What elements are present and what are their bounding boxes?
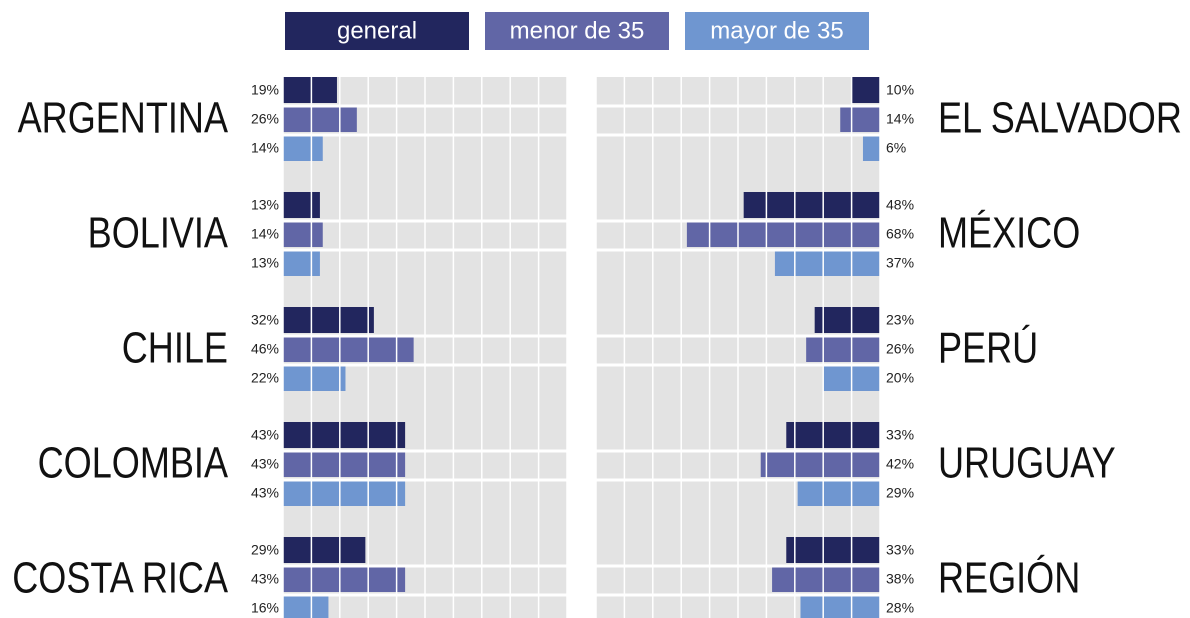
value-label: 46%	[251, 341, 279, 357]
bar	[283, 566, 406, 592]
country-label: BOLIVIA	[88, 208, 228, 257]
legend-swatch	[685, 12, 869, 50]
value-label: 68%	[886, 226, 914, 242]
value-label: 6%	[886, 140, 906, 156]
value-label: 43%	[251, 427, 279, 443]
country-label: CHILE	[122, 323, 228, 372]
value-label: 33%	[886, 427, 914, 443]
value-label: 43%	[251, 485, 279, 501]
bar	[862, 135, 880, 161]
value-label: 13%	[251, 197, 279, 213]
bar	[797, 480, 880, 506]
bar	[760, 451, 880, 477]
value-label: 33%	[886, 542, 914, 558]
bar	[743, 192, 880, 218]
bar	[283, 595, 329, 618]
country-label: REGIÓN	[938, 553, 1080, 602]
value-label: 37%	[886, 255, 914, 271]
bar	[283, 106, 357, 132]
value-label: 38%	[886, 571, 914, 587]
legend-label: menor de 35	[510, 17, 645, 44]
bar	[283, 221, 323, 247]
bar	[814, 307, 880, 333]
bar	[283, 250, 320, 276]
country-label: MÉXICO	[938, 208, 1080, 257]
value-label: 29%	[251, 542, 279, 558]
bar	[283, 365, 346, 391]
legend-label: mayor de 35	[710, 17, 843, 44]
country-label: COSTA RICA	[12, 553, 228, 602]
bar	[686, 221, 880, 247]
bar	[806, 336, 880, 362]
value-label: 22%	[251, 370, 279, 386]
value-label: 43%	[251, 456, 279, 472]
bar	[800, 595, 880, 618]
country-label: ARGENTINA	[18, 93, 229, 142]
value-label: 26%	[886, 341, 914, 357]
bar	[283, 537, 366, 563]
value-label: 29%	[886, 485, 914, 501]
value-label: 16%	[251, 600, 279, 616]
value-label: 43%	[251, 571, 279, 587]
value-label: 42%	[886, 456, 914, 472]
value-label: 14%	[886, 111, 914, 127]
country-label: URUGUAY	[938, 438, 1116, 487]
bar	[283, 336, 414, 362]
value-label: 14%	[251, 226, 279, 242]
value-label: 26%	[251, 111, 279, 127]
value-label: 23%	[886, 312, 914, 328]
legend-swatch	[485, 12, 669, 50]
value-label: 10%	[886, 82, 914, 98]
bar	[283, 307, 374, 333]
value-label: 14%	[251, 140, 279, 156]
value-label: 20%	[886, 370, 914, 386]
bar	[772, 566, 880, 592]
bar	[774, 250, 880, 276]
bar	[283, 77, 337, 103]
bar	[283, 422, 406, 448]
bar	[786, 422, 880, 448]
value-label: 13%	[251, 255, 279, 271]
bar	[283, 480, 406, 506]
value-label: 28%	[886, 600, 914, 616]
bar	[283, 135, 323, 161]
value-label: 32%	[251, 312, 279, 328]
legend-label: general	[337, 17, 417, 44]
bar	[840, 106, 880, 132]
legend-swatch	[285, 12, 469, 50]
bar	[851, 77, 880, 103]
country-label: PERÚ	[938, 323, 1038, 372]
country-label: COLOMBIA	[38, 438, 229, 487]
value-label: 19%	[251, 82, 279, 98]
bar	[283, 192, 320, 218]
country-label: EL SALVADOR	[938, 93, 1182, 142]
bar	[283, 451, 406, 477]
bar	[786, 537, 880, 563]
value-label: 48%	[886, 197, 914, 213]
